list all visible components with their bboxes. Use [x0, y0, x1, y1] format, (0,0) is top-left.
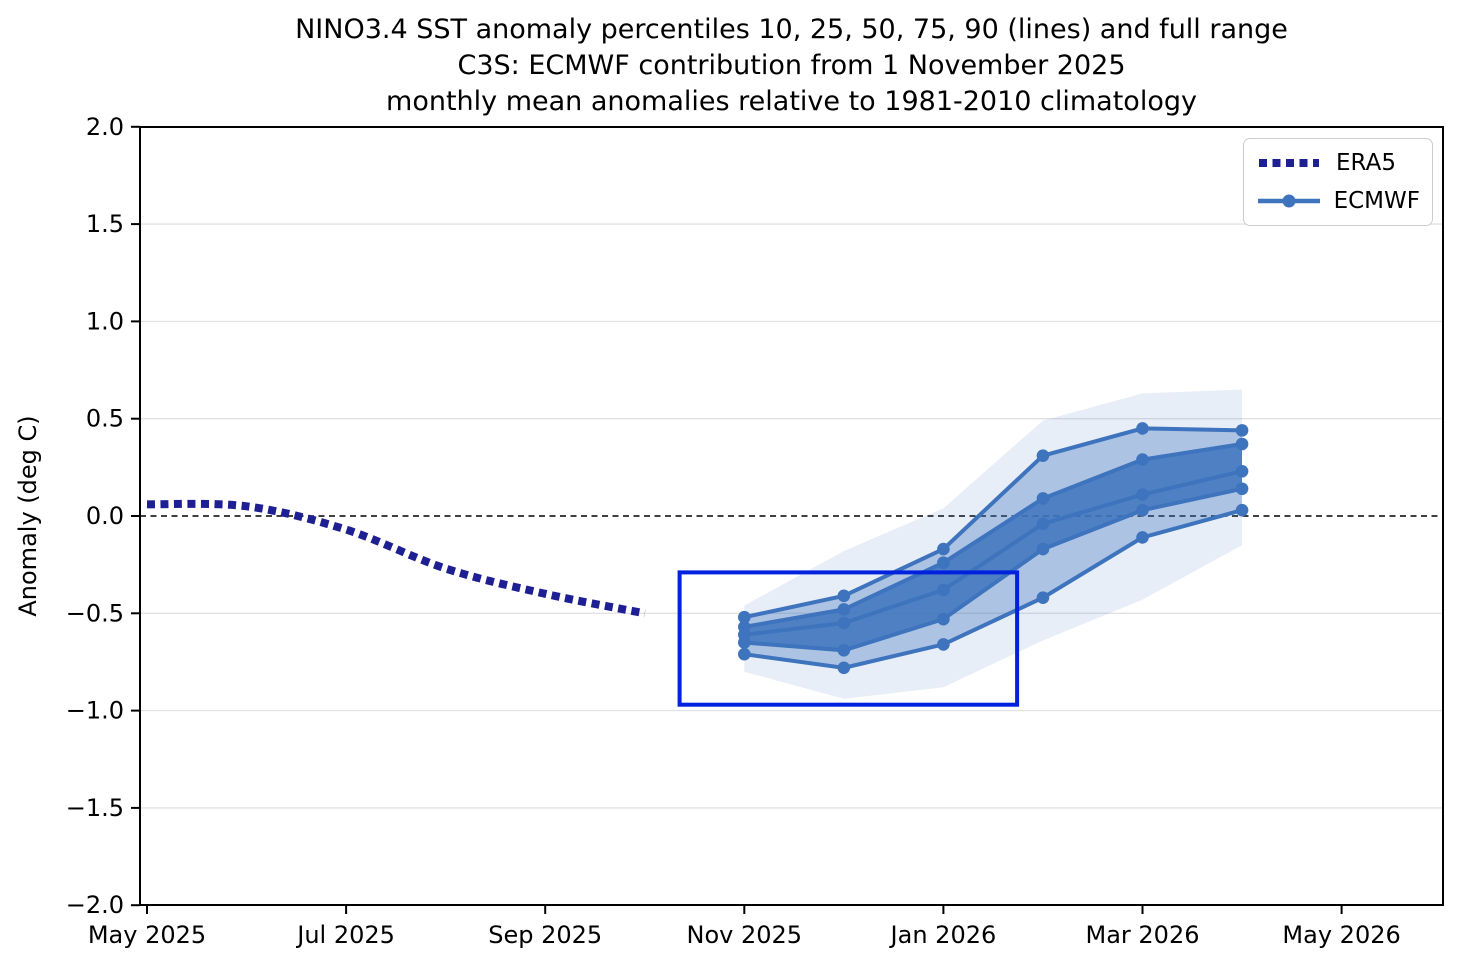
- ecmwf-marker-p10: [1036, 591, 1050, 605]
- ecmwf-marker-p90: [837, 589, 851, 603]
- y-tick-label: 1.0: [86, 307, 124, 335]
- y-tick-label: −1.5: [66, 794, 124, 822]
- x-tick-label: May 2026: [1282, 921, 1400, 949]
- ecmwf-marker-p25: [1235, 482, 1249, 496]
- chart-title-line2: C3S: ECMWF contribution from 1 November …: [457, 50, 1126, 81]
- ecmwf-line-marker-icon: [1258, 194, 1320, 208]
- ecmwf-marker-p10: [937, 638, 950, 651]
- ecmwf-line-p50: [744, 469, 1243, 637]
- ecmwf-line-p10: [744, 508, 1243, 670]
- y-tick-label: 1.5: [86, 210, 124, 238]
- y-tick-label: 2.0: [86, 113, 124, 141]
- era5-dotted-line: [146, 499, 646, 618]
- legend-label-era5: ERA5: [1336, 150, 1396, 176]
- y-tick-label: −2.0: [66, 891, 124, 919]
- ecmwf-marker-p75: [937, 556, 950, 570]
- ecmwf-marker-p25: [738, 636, 751, 649]
- legend-row-era5: ERA5: [1256, 148, 1420, 178]
- ecmwf-marker-p90: [738, 610, 751, 624]
- ecmwf-marker-p50: [1036, 517, 1050, 531]
- gridlines: [140, 223, 1443, 809]
- x-tick-label: Sep 2025: [488, 921, 602, 949]
- ecmwf-marker-p75: [1136, 453, 1149, 466]
- chart-title: NINO3.4 SST anomaly percentiles 10, 25, …: [140, 12, 1443, 120]
- ecmwf-marker-p90: [937, 542, 950, 556]
- ecmwf-marker-p90: [1136, 422, 1149, 435]
- ecmwf-marker-p25: [937, 612, 950, 626]
- x-tick-label: Mar 2026: [1086, 921, 1200, 949]
- ecmwf-line-p25: [744, 486, 1243, 653]
- ecmwf-marker-p75: [1235, 437, 1249, 451]
- ecmwf-marker-p10: [738, 647, 751, 661]
- axes: May 2025 Jul 2025 Sep 2025 Nov 2025 Jan 2026…: [14, 113, 1444, 949]
- ecmwf-marker-p90: [1036, 449, 1050, 462]
- x-tick-label: Jul 2025: [295, 921, 395, 949]
- ecmwf-marker-p25: [1136, 503, 1149, 517]
- ecmwf-marker-p50: [937, 583, 950, 597]
- ecmwf-marker-p75: [837, 603, 851, 616]
- ecmwf-marker-p10: [1235, 503, 1249, 517]
- ecmwf-marker-p50: [1136, 488, 1149, 501]
- x-tick-label: May 2025: [88, 921, 206, 949]
- legend: ERA5 ECMWF: [1243, 138, 1433, 226]
- ecmwf-line-p90: [743, 426, 1243, 620]
- ecmwf-marker-p10: [1136, 531, 1149, 544]
- y-tick-label: −1.0: [66, 697, 124, 725]
- x-tick-label: Nov 2025: [687, 921, 803, 949]
- y-tick-label: −0.5: [66, 599, 124, 627]
- highlight-rectangle: [677, 570, 1020, 707]
- legend-label-ecmwf: ECMWF: [1333, 188, 1420, 214]
- ecmwf-marker-p50: [837, 616, 851, 630]
- chart-title-line1: NINO3.4 SST anomaly percentiles 10, 25, …: [295, 14, 1288, 45]
- chart-title-line3: monthly mean anomalies relative to 1981-…: [386, 86, 1197, 117]
- annotation-box: [677, 570, 1020, 707]
- ecmwf-marker-p90: [1235, 424, 1249, 437]
- legend-row-ecmwf: ECMWF: [1256, 186, 1420, 216]
- ecmwf-marker-p25: [1036, 542, 1050, 556]
- ecmwf-marker-p10: [837, 661, 851, 675]
- ecmwf-marker-p25: [837, 643, 851, 657]
- forecast-bands: [744, 389, 1242, 699]
- series-lines: [146, 422, 1249, 675]
- era5-dotted-line-icon: [1259, 159, 1319, 167]
- ecmwf-marker-p75: [1036, 492, 1050, 505]
- ecmwf-line-p75: [743, 442, 1243, 629]
- y-tick-label: 0.0: [86, 502, 124, 530]
- y-axis-label: Anomaly (deg C): [14, 415, 42, 616]
- ecmwf-marker-p50: [1235, 464, 1249, 478]
- x-tick-label: Jan 2026: [889, 921, 997, 949]
- y-tick-label: 0.5: [86, 405, 124, 433]
